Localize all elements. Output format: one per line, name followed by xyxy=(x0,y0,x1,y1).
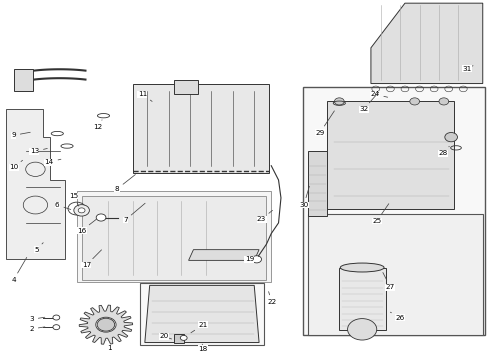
Text: 4: 4 xyxy=(11,257,27,283)
Text: 1: 1 xyxy=(106,341,111,351)
Text: 14: 14 xyxy=(44,159,61,165)
Text: 16: 16 xyxy=(77,219,96,234)
Text: 9: 9 xyxy=(11,132,30,138)
Circle shape xyxy=(96,214,106,221)
Circle shape xyxy=(409,98,419,105)
Bar xyxy=(339,267,385,330)
Text: 2: 2 xyxy=(29,326,45,332)
Bar xyxy=(77,191,271,282)
Text: 12: 12 xyxy=(93,120,102,130)
Text: 24: 24 xyxy=(369,91,387,97)
Polygon shape xyxy=(326,102,453,208)
Text: 18: 18 xyxy=(198,344,207,352)
Circle shape xyxy=(78,208,85,213)
Bar xyxy=(14,69,33,91)
Text: 29: 29 xyxy=(315,111,334,136)
Text: 21: 21 xyxy=(190,322,207,333)
Polygon shape xyxy=(132,84,268,173)
Circle shape xyxy=(53,325,60,330)
Text: 32: 32 xyxy=(358,92,378,112)
Bar xyxy=(307,152,326,216)
Bar xyxy=(140,283,264,345)
Circle shape xyxy=(251,256,261,263)
Text: 17: 17 xyxy=(81,250,102,268)
Text: 30: 30 xyxy=(299,186,309,208)
Text: 6: 6 xyxy=(55,202,71,210)
Polygon shape xyxy=(144,285,259,342)
Bar xyxy=(174,80,198,94)
Ellipse shape xyxy=(340,263,383,272)
Bar xyxy=(307,214,482,336)
Text: 27: 27 xyxy=(382,273,394,290)
Bar xyxy=(302,87,484,336)
Text: 3: 3 xyxy=(29,316,45,322)
Circle shape xyxy=(438,98,448,105)
Text: 11: 11 xyxy=(138,91,152,102)
Polygon shape xyxy=(6,109,64,258)
Text: 23: 23 xyxy=(256,210,272,222)
Circle shape xyxy=(180,336,187,341)
Polygon shape xyxy=(79,305,132,344)
Text: 15: 15 xyxy=(69,193,79,206)
Text: 13: 13 xyxy=(30,148,47,154)
Polygon shape xyxy=(370,3,482,84)
Circle shape xyxy=(97,318,115,331)
Text: 28: 28 xyxy=(437,146,448,156)
Text: 25: 25 xyxy=(371,204,388,224)
Bar xyxy=(174,334,183,342)
Circle shape xyxy=(96,317,116,332)
Text: 26: 26 xyxy=(389,312,404,320)
Text: 22: 22 xyxy=(266,292,276,305)
Text: 5: 5 xyxy=(34,243,43,253)
Circle shape xyxy=(334,98,344,105)
Text: 19: 19 xyxy=(244,256,258,262)
Circle shape xyxy=(347,319,376,340)
Text: 10: 10 xyxy=(9,160,22,171)
Text: 31: 31 xyxy=(462,66,472,72)
Polygon shape xyxy=(188,249,259,260)
Text: 8: 8 xyxy=(115,175,135,192)
Circle shape xyxy=(53,315,60,320)
Circle shape xyxy=(444,132,457,142)
Text: 7: 7 xyxy=(123,203,145,223)
Circle shape xyxy=(74,204,89,216)
Polygon shape xyxy=(81,196,266,280)
Text: 20: 20 xyxy=(159,333,171,339)
